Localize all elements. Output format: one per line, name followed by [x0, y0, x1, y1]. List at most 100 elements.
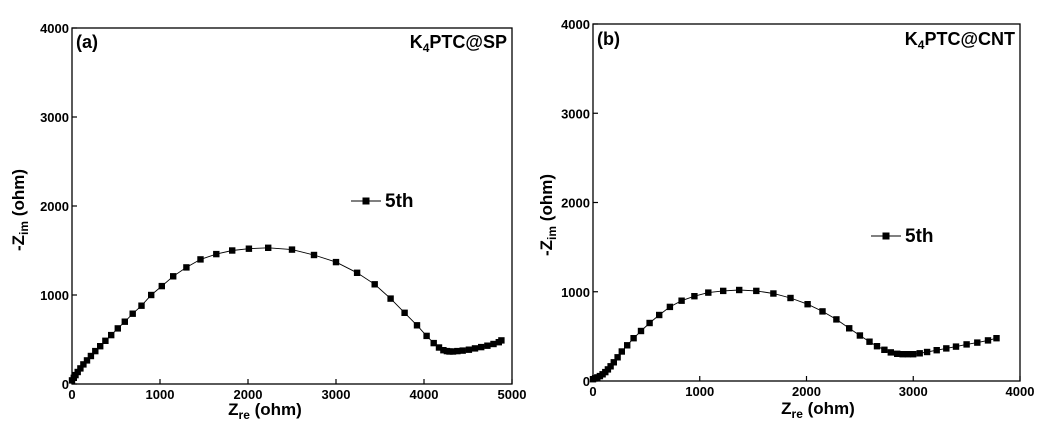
data-point	[158, 282, 165, 290]
series-line	[71, 247, 502, 381]
data-point	[846, 325, 853, 332]
x-tick-label: 5000	[498, 387, 527, 402]
x-tick-label: 4000	[410, 387, 439, 402]
data-point	[471, 345, 479, 352]
data-point	[618, 348, 625, 355]
data-point	[630, 335, 637, 342]
series-line	[592, 289, 997, 380]
data-point	[610, 359, 617, 366]
data-point	[624, 342, 631, 349]
data-point	[943, 345, 950, 352]
data-point	[984, 337, 992, 344]
data-point	[371, 281, 378, 288]
data-point	[691, 293, 698, 300]
data-point	[804, 301, 811, 308]
x-tick-label: 1000	[146, 387, 175, 402]
data-point	[753, 287, 760, 295]
data-point	[720, 287, 727, 295]
data-point	[478, 343, 485, 351]
data-point	[637, 327, 645, 335]
data-point	[423, 332, 430, 340]
data-point	[819, 308, 826, 315]
data-point	[449, 348, 457, 355]
y-axis-label: -Zim (ohm)	[9, 169, 31, 251]
data-point	[614, 354, 621, 361]
data-point	[974, 339, 981, 346]
x-tick-label: 0	[589, 384, 596, 399]
data-point	[183, 264, 190, 271]
corner-label: K4PTC@SP	[410, 32, 507, 55]
y-tick-label: 1000	[561, 285, 590, 300]
data-point	[459, 347, 466, 354]
x-axis-label: Zre (ohm)	[228, 400, 302, 421]
x-tick-label: 3000	[322, 387, 351, 402]
y-tick-label: 2000	[40, 199, 69, 214]
data-point	[170, 273, 177, 280]
x-tick-label: 0	[68, 387, 75, 402]
data-point	[310, 251, 318, 259]
data-point	[97, 343, 104, 350]
data-point	[856, 332, 864, 339]
data-point	[770, 290, 777, 297]
data-point	[952, 343, 960, 350]
data-point	[666, 303, 674, 311]
data-point	[894, 350, 901, 357]
data-point	[607, 363, 614, 370]
chart-panel-b: 0 1000 2000 3000 4000 0 1000 2000 3000 4000 (b) K…	[537, 17, 1034, 421]
data-point	[787, 294, 794, 302]
data-point	[353, 269, 361, 276]
data-point	[993, 335, 1000, 342]
data-point	[197, 256, 204, 263]
data-point	[265, 244, 272, 251]
corner-label: K4PTC@CNT	[905, 29, 1015, 52]
data-point	[77, 365, 84, 372]
data-point	[108, 331, 115, 339]
y-tick-label: 0	[583, 374, 590, 389]
data-point	[904, 351, 912, 358]
data-point	[881, 346, 888, 353]
data-point	[873, 343, 881, 350]
data-point	[484, 342, 491, 349]
legend-text: 5th	[905, 226, 934, 247]
data-point	[963, 341, 970, 348]
y-axis-label: -Zim (ohm)	[537, 174, 559, 256]
y-tick-label: 4000	[561, 17, 590, 32]
panel-label: (b)	[597, 29, 620, 49]
legend: 5th	[351, 191, 414, 212]
data-point	[213, 250, 220, 258]
data-point	[92, 347, 99, 355]
y-tick-label: 2000	[561, 196, 590, 211]
x-axis-label: Zre (ohm)	[781, 399, 855, 421]
data-point	[401, 309, 408, 316]
data-point	[887, 349, 894, 356]
data-point	[910, 351, 917, 358]
data-point	[413, 322, 421, 329]
x-tick-label: 2000	[234, 387, 263, 402]
data-point	[933, 347, 940, 354]
data-point	[245, 245, 253, 252]
data-point	[387, 295, 394, 302]
x-tick-label: 3000	[899, 384, 928, 399]
plot-frame	[592, 23, 1021, 382]
data-point	[899, 351, 906, 358]
data-point	[229, 247, 236, 254]
legend-marker	[362, 197, 370, 205]
data-point	[435, 344, 443, 351]
data-point	[454, 347, 461, 355]
data-point	[490, 340, 497, 348]
data-point	[646, 319, 653, 327]
x-tick-label: 4000	[1006, 384, 1035, 399]
data-point	[833, 316, 840, 323]
data-point	[102, 337, 109, 344]
y-tick-label: 3000	[40, 110, 69, 125]
data-point	[430, 339, 437, 347]
data-point	[866, 338, 873, 345]
x-tick-label: 2000	[792, 384, 821, 399]
data-point	[736, 286, 743, 294]
data-point	[923, 348, 931, 356]
data-point	[114, 325, 121, 332]
legend: 5th	[871, 226, 934, 247]
data-point	[440, 347, 447, 354]
y-tick-label: 4000	[40, 21, 69, 36]
